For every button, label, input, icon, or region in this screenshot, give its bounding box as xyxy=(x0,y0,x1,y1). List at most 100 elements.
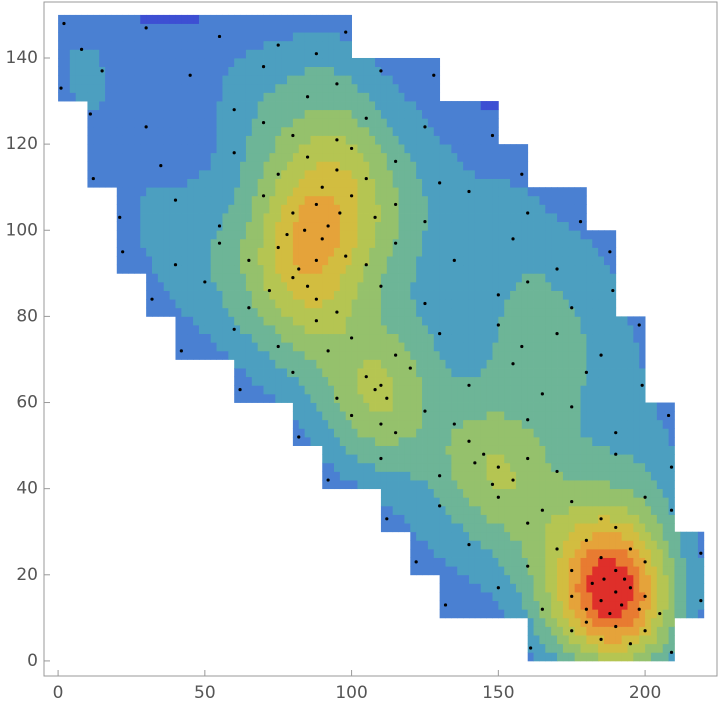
density-cell xyxy=(422,505,429,515)
density-cell xyxy=(210,256,217,266)
density-cell xyxy=(152,144,159,154)
density-cell xyxy=(116,169,124,179)
density-cell xyxy=(410,445,417,455)
density-cell xyxy=(198,350,206,360)
density-cell xyxy=(339,101,347,111)
density-cell xyxy=(328,57,335,68)
density-cell xyxy=(609,514,617,524)
density-cell xyxy=(604,643,611,653)
density-cell xyxy=(181,307,188,317)
density-cell xyxy=(692,609,699,619)
density-cell xyxy=(580,540,587,550)
density-cell xyxy=(245,264,253,274)
density-cell xyxy=(251,118,259,128)
point xyxy=(526,418,530,422)
density-cell xyxy=(292,75,300,85)
density-cell xyxy=(451,385,458,395)
density-cell xyxy=(492,540,499,550)
density-cell xyxy=(193,290,200,300)
density-cell xyxy=(580,273,587,283)
density-cell xyxy=(598,617,605,627)
density-cell xyxy=(228,101,235,111)
density-cell xyxy=(322,273,329,283)
density-cell xyxy=(234,290,241,300)
density-cell xyxy=(228,32,235,42)
density-cell xyxy=(445,256,452,266)
density-cell xyxy=(457,264,464,274)
density-cell xyxy=(427,402,435,412)
density-cell xyxy=(627,548,634,558)
density-cell xyxy=(633,325,640,335)
density-cell xyxy=(557,238,564,248)
density-cell xyxy=(345,83,352,93)
density-cell xyxy=(99,144,106,154)
density-cell xyxy=(228,333,235,343)
density-cell xyxy=(498,523,505,533)
density-cell xyxy=(539,385,546,395)
point xyxy=(150,297,154,301)
density-cell xyxy=(210,75,217,85)
density-cell xyxy=(586,385,593,395)
density-cell xyxy=(351,402,358,412)
point xyxy=(608,611,612,616)
density-cell xyxy=(222,144,229,154)
density-cell xyxy=(292,368,300,378)
density-cell xyxy=(586,256,593,266)
density-cell xyxy=(198,290,206,300)
density-cell xyxy=(228,325,235,335)
density-cell xyxy=(157,32,165,42)
density-cell xyxy=(251,376,259,386)
density-cell xyxy=(527,600,534,610)
density-cell xyxy=(639,342,646,352)
density-cell xyxy=(662,592,669,602)
density-cell xyxy=(275,256,282,266)
density-cell xyxy=(598,393,605,403)
density-cell xyxy=(662,497,669,507)
density-cell xyxy=(439,316,446,326)
density-cell xyxy=(416,445,423,455)
density-cell xyxy=(198,75,206,85)
density-cell xyxy=(609,368,617,378)
density-cell xyxy=(181,152,188,162)
density-cell xyxy=(486,325,493,335)
density-cell xyxy=(363,187,370,197)
density-cell xyxy=(686,531,693,541)
density-cell xyxy=(422,333,429,343)
density-cell xyxy=(369,178,376,188)
density-cell xyxy=(604,652,611,662)
density-cell xyxy=(257,376,264,386)
density-cell xyxy=(498,178,505,188)
density-cell xyxy=(287,299,294,309)
density-cell xyxy=(533,497,540,507)
density-cell xyxy=(515,497,523,507)
density-cell xyxy=(204,161,212,171)
density-cell xyxy=(339,204,347,214)
density-cell xyxy=(551,445,558,455)
density-cell xyxy=(433,548,441,558)
density-cell xyxy=(609,471,617,481)
density-cell xyxy=(204,299,212,309)
density-cell xyxy=(339,195,347,205)
density-cell xyxy=(410,57,417,68)
density-cell xyxy=(639,643,646,653)
density-cell xyxy=(157,83,165,93)
density-cell xyxy=(116,40,124,50)
density-cell xyxy=(527,548,534,558)
density-cell xyxy=(539,230,546,240)
density-cell xyxy=(451,316,458,326)
density-cell xyxy=(498,368,505,378)
density-cell xyxy=(480,273,488,283)
density-cell xyxy=(521,428,529,438)
density-cell xyxy=(498,514,505,524)
density-cell xyxy=(210,299,217,309)
density-cell xyxy=(333,178,341,188)
density-cell xyxy=(492,497,499,507)
density-cell xyxy=(310,221,317,231)
density-cell xyxy=(345,325,352,335)
density-cell xyxy=(369,428,376,438)
density-cell xyxy=(292,109,300,119)
density-cell xyxy=(380,187,388,197)
density-cell xyxy=(304,40,311,50)
density-cell xyxy=(216,101,223,111)
density-cell xyxy=(574,436,581,446)
